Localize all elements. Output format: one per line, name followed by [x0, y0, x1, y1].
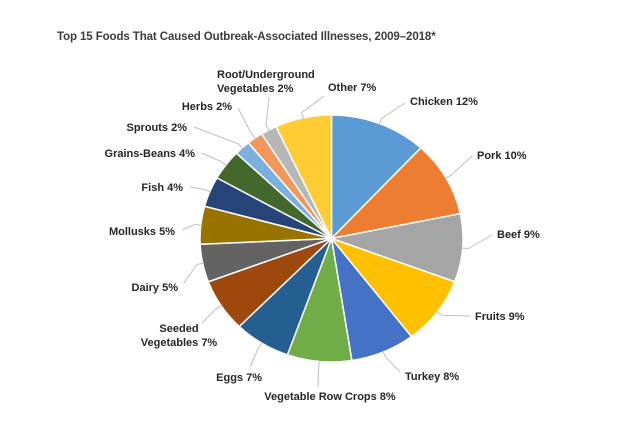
slice-label-beef: Beef 9%: [497, 229, 540, 241]
slice-label-pork: Pork 10%: [477, 150, 527, 162]
leader-line-other: [301, 95, 325, 120]
slice-label-fruits: Fruits 9%: [475, 311, 525, 323]
slice-label-eggs: Eggs 7%: [216, 372, 262, 384]
leader-line-mollusks: [181, 223, 203, 231]
slice-label-sprouts: Sprouts 2%: [126, 122, 187, 134]
slice-label-vegetable-row-crops: Vegetable Row Crops 8%: [264, 391, 396, 403]
slice-label-fish: Fish 4%: [141, 182, 183, 194]
leader-line-fish: [189, 186, 212, 193]
leader-line-herbs: [237, 107, 256, 140]
slice-label-other: Other 7%: [328, 82, 377, 94]
leader-line-eggs: [249, 341, 263, 368]
leader-line-chicken: [378, 102, 406, 125]
slice-label-chicken: Chicken 12%: [410, 96, 478, 108]
slice-label-turkey: Turkey 8%: [405, 371, 459, 383]
slice-label-grains-beans: Grains-Beans 4%: [105, 148, 196, 160]
leader-line-turkey: [382, 350, 401, 373]
leader-line-sprouts: [193, 126, 244, 150]
leader-line-seeded-vegetables: [201, 304, 223, 324]
slice-label-seeded-vegetables: Seeded Vegetables 7%: [141, 323, 218, 349]
leader-line-beef: [461, 234, 493, 250]
leader-line-dairy: [183, 262, 205, 284]
leader-line-vegetable-row-crops: [317, 360, 320, 388]
leader-line-fruits: [435, 310, 471, 317]
chart-title: Top 15 Foods That Caused Outbreak-Associ…: [57, 31, 436, 43]
slice-label-herbs: Herbs 2%: [182, 101, 232, 113]
slice-label-root-underground-vegetables: Root/Underground Vegetables 2%: [217, 69, 315, 95]
slice-label-mollusks: Mollusks 5%: [109, 226, 175, 238]
leader-line-grains-beans: [201, 152, 228, 167]
leader-line-root-underground-vegetables: [265, 96, 270, 132]
slice-label-dairy: Dairy 5%: [132, 282, 179, 294]
leader-line-pork: [444, 155, 473, 179]
